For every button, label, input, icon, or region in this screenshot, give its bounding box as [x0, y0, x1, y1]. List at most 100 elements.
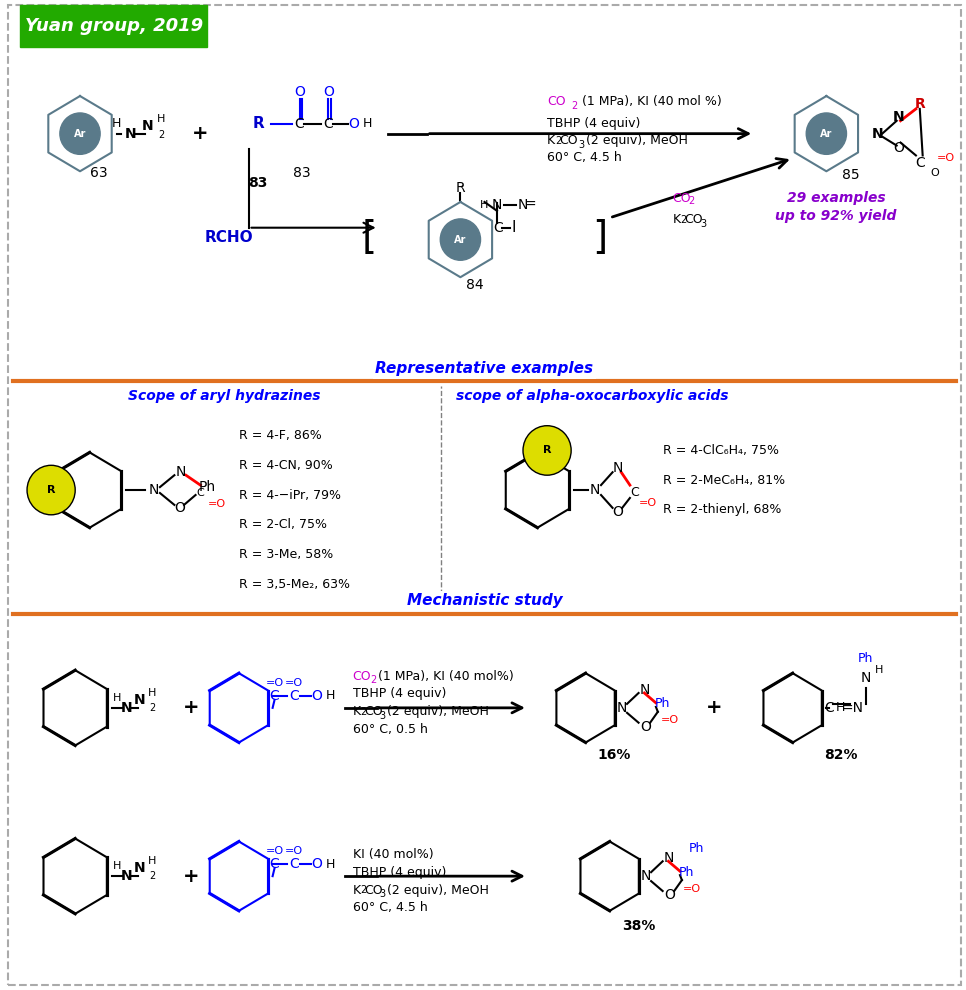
- Text: CO: CO: [364, 883, 383, 897]
- Text: 2: 2: [157, 130, 164, 140]
- Text: 84: 84: [466, 278, 484, 292]
- Text: =O: =O: [285, 678, 303, 688]
- Text: 2: 2: [149, 871, 156, 881]
- Text: 63: 63: [91, 166, 108, 180]
- Text: H: H: [148, 688, 156, 698]
- Text: H: H: [156, 114, 165, 124]
- Text: R = 2-thienyl, 68%: R = 2-thienyl, 68%: [663, 503, 781, 517]
- Text: R: R: [456, 181, 466, 195]
- Text: 2: 2: [680, 215, 686, 225]
- Text: O: O: [664, 888, 675, 902]
- Text: CO: CO: [684, 213, 702, 227]
- Text: 29 examples: 29 examples: [786, 191, 885, 205]
- Text: 60° C, 0.5 h: 60° C, 0.5 h: [353, 723, 427, 737]
- Text: 3: 3: [380, 889, 385, 899]
- Text: TBHP (4 equiv): TBHP (4 equiv): [547, 117, 640, 131]
- Text: CO: CO: [353, 669, 371, 683]
- Text: N: N: [861, 671, 871, 685]
- Text: R: R: [252, 116, 264, 132]
- Text: O: O: [294, 85, 305, 99]
- Text: C: C: [915, 156, 924, 170]
- Circle shape: [523, 426, 571, 475]
- Text: 38%: 38%: [622, 919, 655, 933]
- Text: 2: 2: [689, 196, 695, 206]
- Text: =O: =O: [285, 846, 303, 856]
- Text: +: +: [183, 866, 199, 886]
- Text: H: H: [148, 856, 156, 866]
- Text: N: N: [134, 693, 146, 707]
- Text: CO: CO: [364, 705, 383, 719]
- Text: +: +: [192, 124, 209, 144]
- Text: CO: CO: [559, 134, 579, 148]
- Text: R: R: [543, 446, 552, 455]
- Text: TBHP (4 equiv): TBHP (4 equiv): [353, 865, 446, 879]
- Text: H: H: [362, 117, 372, 131]
- Text: 2: 2: [571, 101, 578, 111]
- Text: K: K: [353, 883, 360, 897]
- Text: R = 4-ClC₆H₄, 75%: R = 4-ClC₆H₄, 75%: [663, 444, 779, 457]
- Circle shape: [807, 113, 846, 154]
- Text: H: H: [326, 857, 335, 871]
- Text: Ph: Ph: [689, 842, 704, 855]
- Text: C: C: [493, 221, 503, 235]
- Text: 85: 85: [841, 168, 859, 182]
- Text: Scope of aryl hydrazines: Scope of aryl hydrazines: [128, 389, 321, 403]
- Circle shape: [440, 219, 480, 260]
- Text: N: N: [871, 127, 883, 141]
- Text: =O: =O: [937, 153, 955, 163]
- Text: K: K: [672, 213, 680, 227]
- Text: C: C: [295, 117, 304, 131]
- Text: N: N: [612, 461, 622, 475]
- Text: 60° C, 4.5 h: 60° C, 4.5 h: [547, 150, 622, 164]
- Text: N: N: [518, 198, 528, 212]
- Text: N: N: [142, 119, 154, 133]
- Text: R = 3,5-Me₂, 63%: R = 3,5-Me₂, 63%: [239, 577, 350, 591]
- Text: =O: =O: [683, 884, 701, 894]
- Text: =O: =O: [266, 846, 284, 856]
- Text: scope of alpha-oxocarboxylic acids: scope of alpha-oxocarboxylic acids: [456, 389, 728, 403]
- Text: O: O: [931, 168, 940, 178]
- Text: Yuan group, 2019: Yuan group, 2019: [25, 17, 203, 35]
- Text: N: N: [664, 851, 673, 865]
- Text: N: N: [639, 683, 649, 697]
- Text: N: N: [121, 701, 132, 715]
- Text: C: C: [289, 857, 298, 871]
- Text: O: O: [348, 117, 359, 131]
- Text: R = 3-Me, 58%: R = 3-Me, 58%: [239, 547, 333, 561]
- Text: C: C: [324, 117, 333, 131]
- Text: K: K: [353, 705, 360, 719]
- Text: 2: 2: [149, 703, 156, 713]
- Text: N: N: [617, 701, 627, 715]
- Text: Ar: Ar: [820, 129, 833, 139]
- Text: H: H: [112, 693, 121, 703]
- Text: O: O: [311, 857, 323, 871]
- Text: N: N: [134, 861, 146, 875]
- Text: 2: 2: [370, 675, 376, 685]
- Text: Ph: Ph: [655, 697, 670, 711]
- Text: I: I: [511, 220, 516, 236]
- Text: CO: CO: [672, 191, 691, 205]
- Text: =N: =N: [841, 701, 864, 715]
- Text: C: C: [631, 485, 639, 499]
- Text: Ph: Ph: [679, 865, 695, 879]
- Text: Ph: Ph: [199, 480, 215, 494]
- Text: RCHO: RCHO: [205, 230, 254, 246]
- Circle shape: [60, 113, 100, 154]
- Text: 83: 83: [248, 176, 268, 190]
- Text: R = 4-CN, 90%: R = 4-CN, 90%: [239, 458, 332, 472]
- Text: O: O: [323, 85, 334, 99]
- Text: Ar: Ar: [73, 129, 86, 139]
- Text: 2: 2: [360, 885, 366, 895]
- Text: 2: 2: [554, 136, 561, 146]
- Text: N: N: [176, 465, 186, 479]
- Text: N: N: [121, 869, 132, 883]
- Text: N: N: [492, 198, 502, 212]
- Text: ]: ]: [592, 219, 608, 256]
- Text: +: +: [705, 698, 722, 718]
- Text: K: K: [547, 134, 555, 148]
- Text: H: H: [480, 200, 489, 210]
- Text: R = 2-MeC₆H₄, 81%: R = 2-MeC₆H₄, 81%: [663, 473, 784, 487]
- Text: =O: =O: [661, 715, 679, 725]
- Text: R = 2-Cl, 75%: R = 2-Cl, 75%: [239, 518, 327, 532]
- Text: 16%: 16%: [598, 748, 631, 762]
